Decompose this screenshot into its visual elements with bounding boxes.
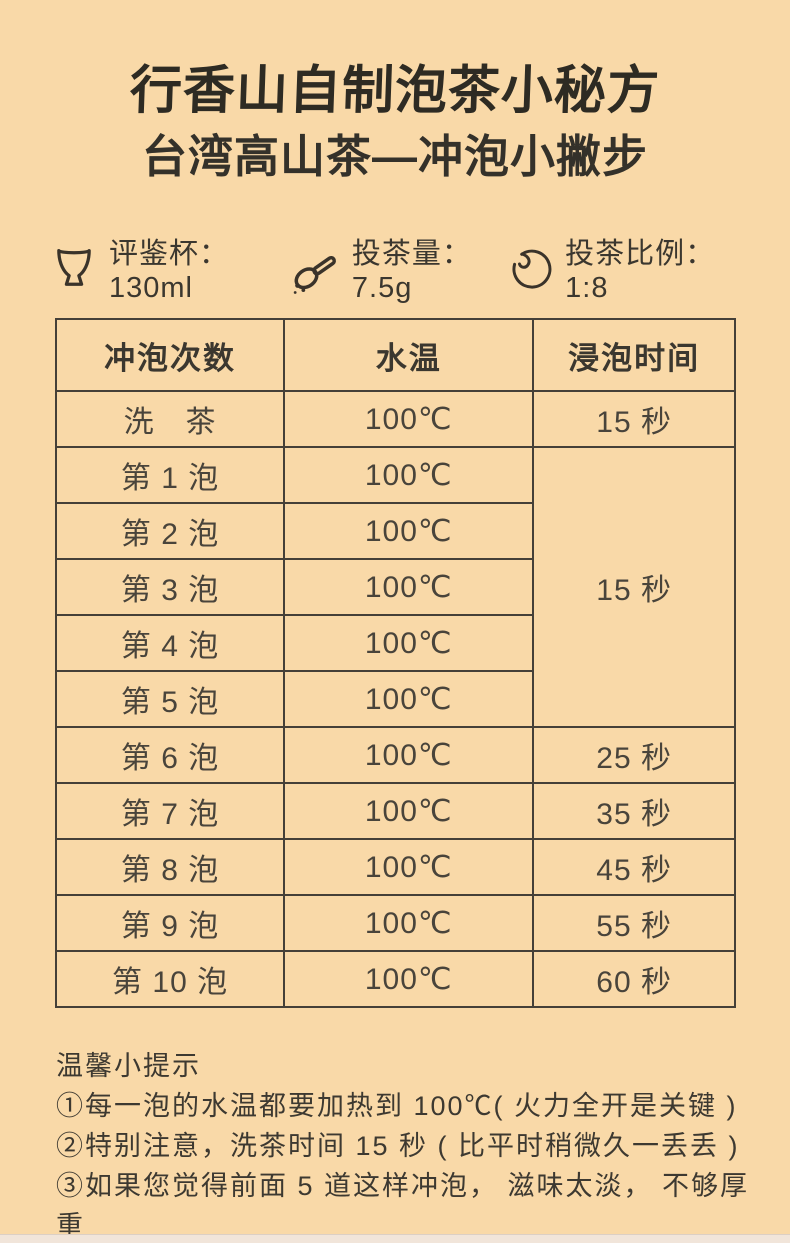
table-row: 第 5 泡 100℃ [54,670,735,728]
table-row: 第 9 泡 100℃ 55 秒 [54,894,736,952]
round-cell: 第 2 泡 [54,502,286,560]
table-row: 第 2 泡 100℃ [54,502,735,560]
time-cell: 60 秒 [532,950,736,1008]
temp-cell: 100℃ [283,502,535,560]
tip-line-1: ①每一泡的水温都要加热到 100℃( 火力全开是关键 ) [56,1091,738,1121]
temp-cell: 100℃ [283,950,535,1008]
col-header-steep-time: 浸泡时间 [532,318,736,392]
temp-cell: 100℃ [283,614,535,672]
brew-parameters-row: 评鉴杯：130ml 投茶量：7.5g [0,230,790,305]
tips-heading: 温馨小提示 [56,1051,201,1081]
table-row: 第 6 泡 100℃ 25 秒 [54,726,736,784]
temp-cell: 100℃ [283,670,535,728]
round-cell: 第 9 泡 [54,894,286,952]
tips-section: 温馨小提示 ①每一泡的水温都要加热到 100℃( 火力全开是关键 ) ②特别注意… [56,1046,760,1243]
page-bottom-edge [0,1234,790,1243]
round-cell: 第 4 泡 [54,614,286,672]
table-row: 第 10 泡 100℃ 60 秒 [54,950,736,1008]
col-header-temperature: 水温 [283,318,535,392]
temp-cell: 100℃ [283,782,535,840]
temp-cell: 100℃ [283,558,535,616]
table-row: 第 7 泡 100℃ 35 秒 [54,782,736,840]
tip-line-2: ②特别注意，洗茶时间 15 秒 ( 比平时稍微久一丢丢 ) [56,1131,740,1161]
cup-volume-label: 评鉴杯：130ml [109,238,230,304]
tea-spoon-icon [287,240,343,296]
table-row: 第 8 泡 100℃ 45 秒 [54,838,736,896]
round-cell: 洗 茶 [54,390,286,448]
cup-volume-item: 评鉴杯：130ml [48,230,287,305]
temp-cell: 100℃ [283,726,535,784]
tea-amount-label: 投茶量：7.5g [351,238,472,304]
time-cell: 45 秒 [532,838,736,896]
tasting-cup-icon [48,242,100,294]
time-cell: 55 秒 [532,894,736,952]
page-title: 行香山自制泡茶小秘方 [128,60,662,121]
temp-cell: 100℃ [283,446,535,504]
time-cell-merged: 15 秒 [532,446,736,728]
tea-ratio-label: 投茶比例： 1:8 [565,238,716,304]
tea-ratio-item: 投茶比例： 1:8 [508,230,742,305]
table-row: 第 1 泡 100℃ 15 秒 [54,446,736,728]
table-row: 第 4 泡 100℃ [54,614,735,672]
round-cell: 第 7 泡 [54,782,286,840]
brewing-table: 冲泡次数 水温 浸泡时间 洗 茶 100℃ 15 秒 第 1 泡 100℃ 15… [54,318,736,1008]
page-subtitle: 台湾高山茶—冲泡小撇步 [141,131,648,182]
round-cell: 第 6 泡 [54,726,286,784]
table-row: 第 3 泡 100℃ [54,558,735,616]
temp-cell: 100℃ [283,838,535,896]
temp-cell: 100℃ [283,894,535,952]
round-cell: 第 3 泡 [54,558,286,616]
table-row: 洗 茶 100℃ 15 秒 [54,390,736,448]
time-cell: 15 秒 [532,390,736,448]
round-cell: 第 10 泡 [54,950,286,1008]
time-cell: 25 秒 [532,726,736,784]
tip-line-3: ③如果您觉得前面 5 道这样冲泡， 滋味太淡， 不够厚重 [56,1171,750,1241]
temp-cell: 100℃ [283,390,535,448]
tea-amount-item: 投茶量：7.5g [287,230,508,305]
brewing-schedule: 冲泡次数 水温 浸泡时间 洗 茶 100℃ 15 秒 第 1 泡 100℃ 15… [54,318,736,1008]
round-cell: 第 1 泡 [54,446,286,504]
time-cell: 35 秒 [532,782,736,840]
round-cell: 第 5 泡 [54,670,286,728]
col-header-round: 冲泡次数 [54,318,286,392]
round-cell: 第 8 泡 [54,838,286,896]
ratio-icon [508,244,556,292]
table-header-row: 冲泡次数 水温 浸泡时间 [54,318,736,392]
